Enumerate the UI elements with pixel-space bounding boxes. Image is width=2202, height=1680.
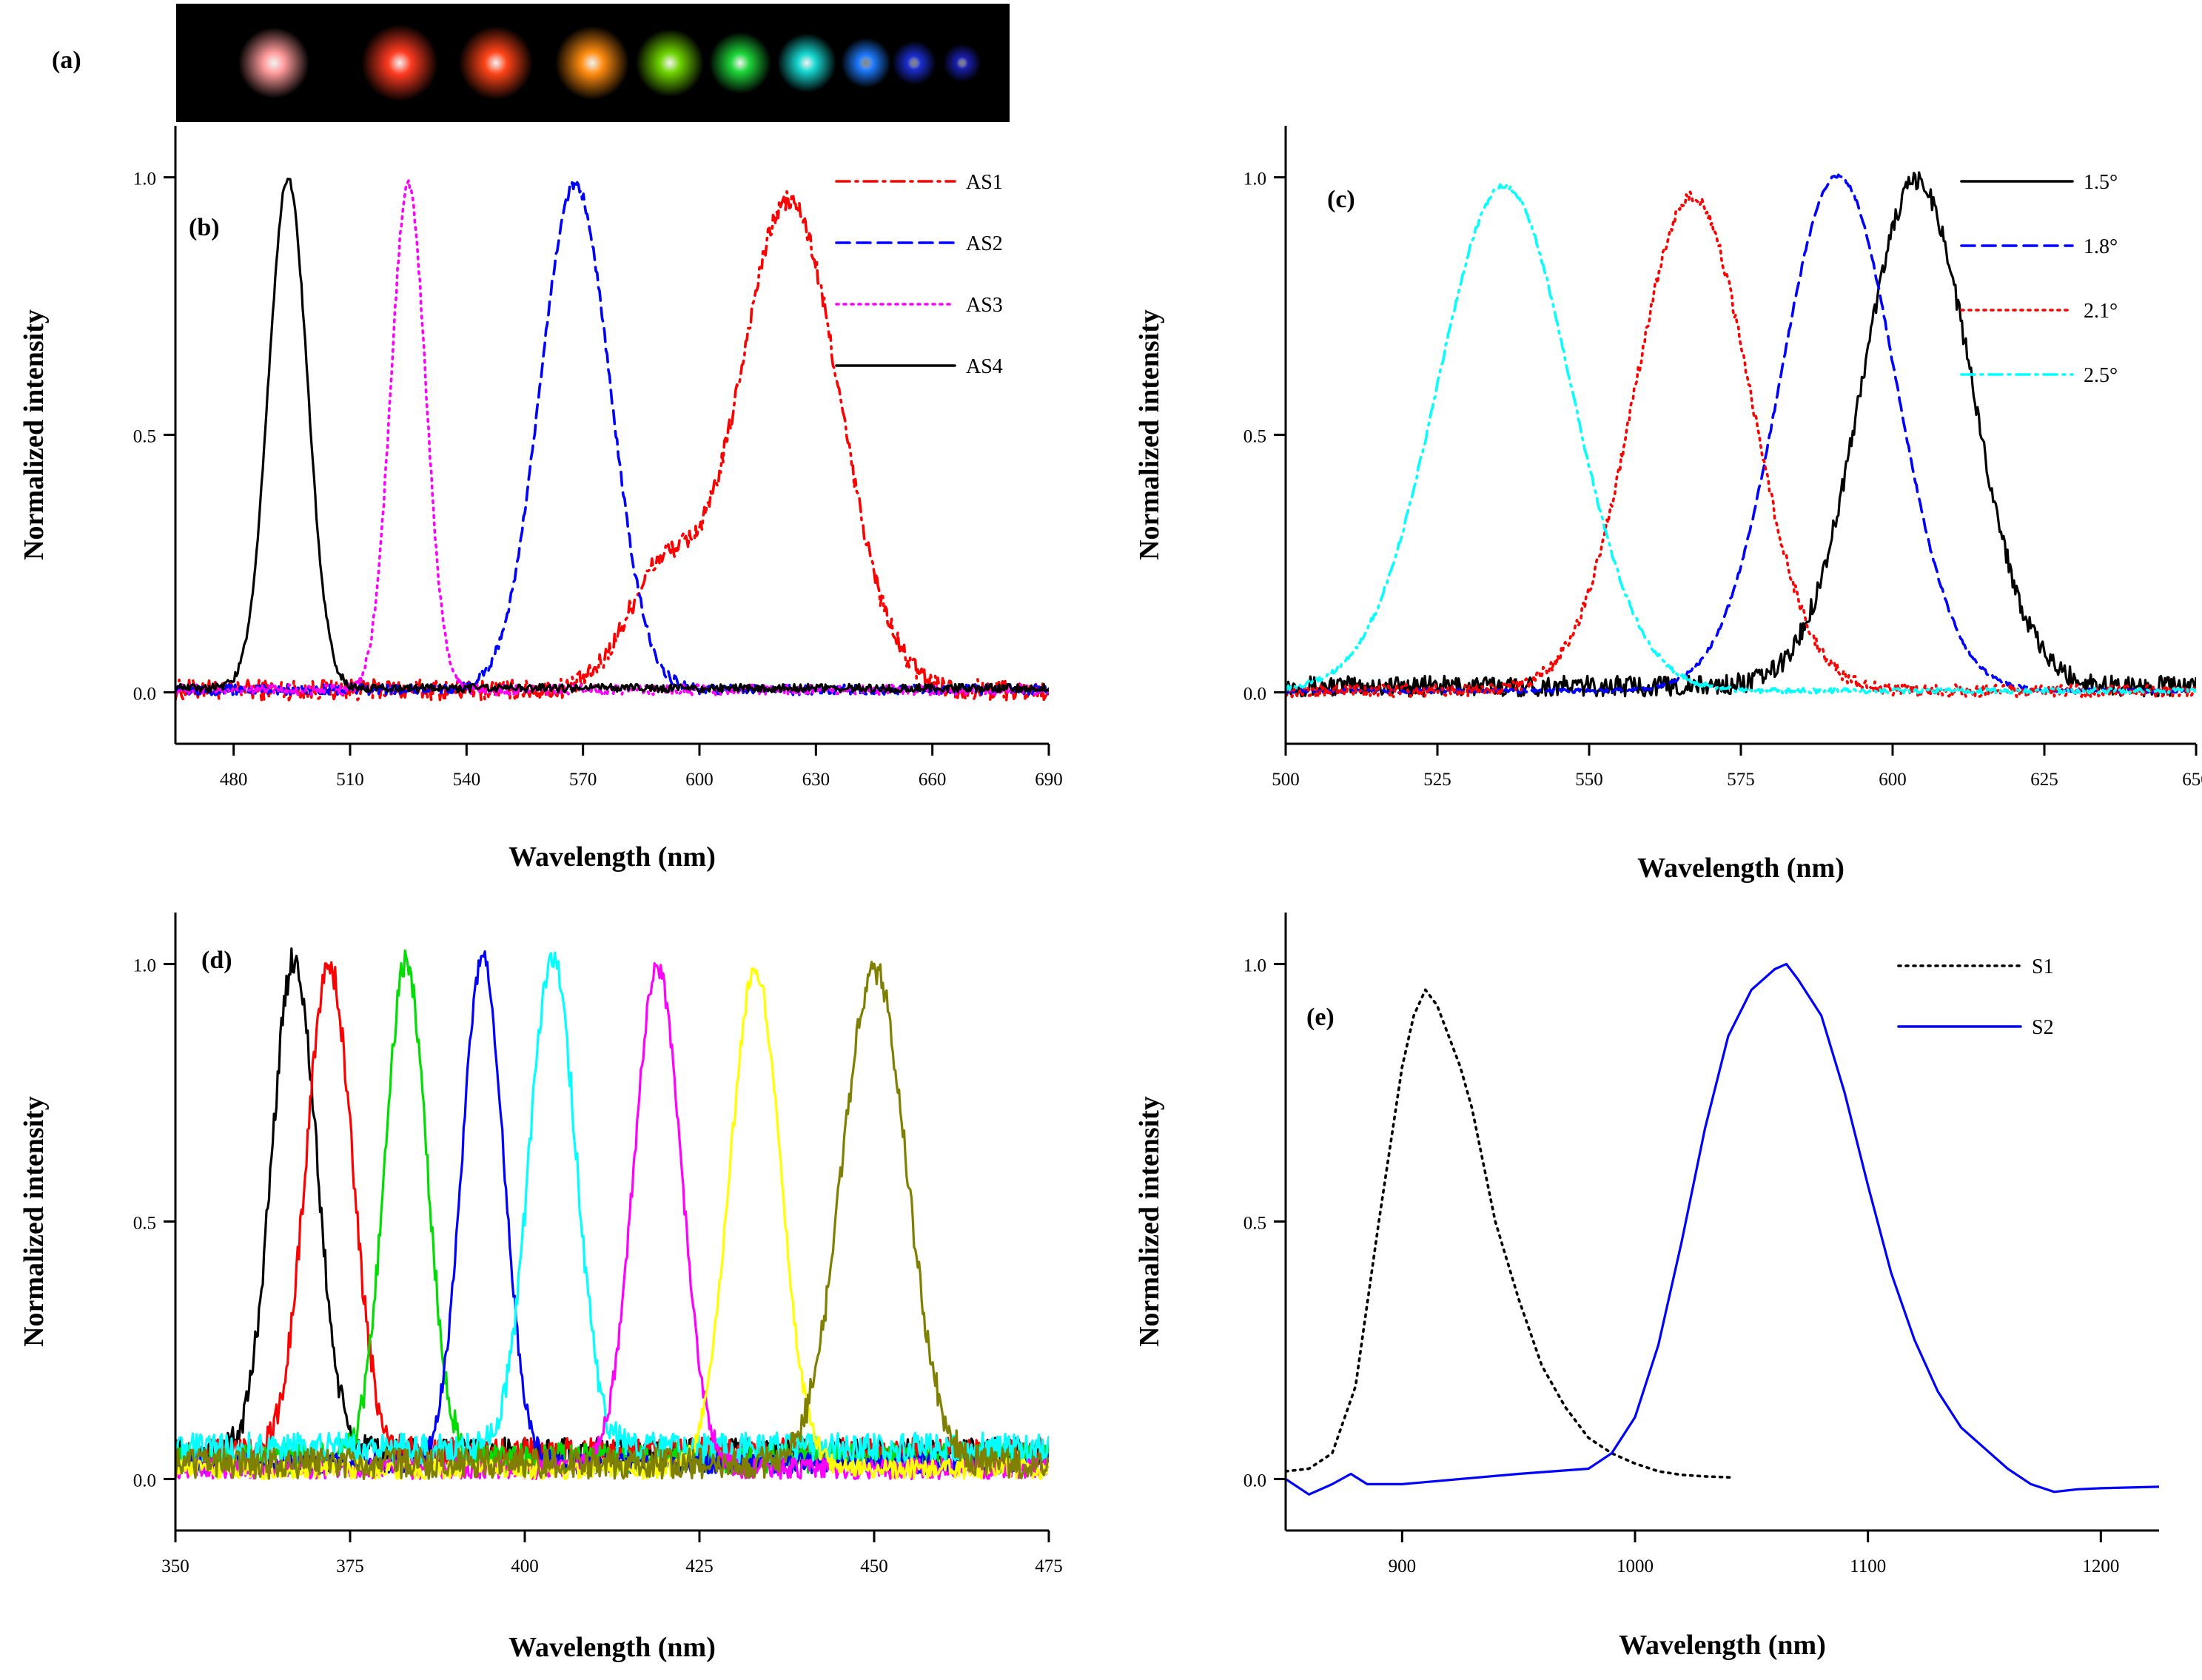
series-line-1-5-: [1286, 171, 2196, 698]
x-tick-label: 625: [2030, 770, 2058, 790]
x-tick-label: 425: [685, 1556, 714, 1576]
x-tick-label: 540: [453, 770, 481, 790]
series-group: [175, 178, 1049, 702]
panel-label: (b): [189, 214, 220, 241]
y-tick-label: 0.5: [133, 1214, 156, 1234]
legend-label: AS2: [966, 232, 1003, 255]
series-line-1-8-: [1286, 173, 2196, 694]
y-axis-title: Normalized intensity: [1134, 1096, 1165, 1347]
x-tick-label: 525: [1423, 770, 1451, 790]
x-tick-label: 500: [1272, 770, 1300, 790]
y-tick-label: 0.5: [133, 427, 156, 447]
y-tick-label: 1.0: [133, 956, 156, 976]
series-line-s1: [1286, 988, 1734, 1479]
series-group: [1286, 963, 2159, 1496]
panel-label: (d): [201, 947, 232, 974]
x-axis-title: Wavelength (nm): [1619, 1630, 1826, 1661]
series-line-peak-450-nm: [175, 961, 1049, 1480]
light-spot: [709, 32, 771, 94]
series-line-s2: [1286, 963, 2159, 1496]
x-tick-label: 480: [220, 770, 248, 790]
legend: 1.5° 1.8° 2.1° 2.5°: [1960, 171, 2118, 387]
light-spot: [777, 33, 836, 93]
x-tick-label: 350: [161, 1556, 189, 1576]
chart-panel-b: 480 510 540 570 600 630 660 690 0.0 0.5 1.0 Wavelen…: [19, 126, 1063, 873]
series-line-as4: [175, 178, 1049, 693]
x-axis-title: Wavelength (nm): [508, 1632, 716, 1663]
legend-label: 2.5°: [2084, 364, 2118, 387]
x-tick-label: 650: [2182, 770, 2202, 790]
chart-panel-e: 900 1000 1100 1200 0.0 0.5 1.0 Wavelength (nm) N…: [1134, 913, 2159, 1661]
y-tick-label: 0.5: [1243, 427, 1266, 447]
light-spot: [459, 26, 533, 100]
y-tick-label: 0.0: [1243, 684, 1266, 704]
legend-label: 1.5°: [2084, 171, 2118, 194]
x-tick-label: 1100: [1850, 1556, 1886, 1576]
y-tick-label: 0.0: [133, 684, 156, 704]
y-tick-label: 1.0: [1243, 169, 1266, 189]
series-line-2-5-: [1286, 183, 2196, 695]
light-spot: [238, 27, 309, 98]
series-line-as3: [175, 179, 1049, 696]
y-tick-label: 0.5: [1243, 1214, 1266, 1234]
light-spot: [943, 44, 981, 82]
light-spot: [555, 26, 629, 100]
y-tick-label: 1.0: [133, 169, 156, 189]
legend-label: S1: [2032, 955, 2054, 978]
y-axis-title: Normalized intensity: [19, 1096, 50, 1347]
legend-label: S2: [2032, 1016, 2054, 1039]
x-tick-label: 660: [919, 770, 947, 790]
x-tick-label: 400: [511, 1556, 539, 1576]
legend-label: AS4: [966, 355, 1003, 378]
x-tick-label: 1000: [1617, 1556, 1654, 1576]
legend-label: AS3: [966, 294, 1003, 317]
x-tick-label: 550: [1575, 770, 1603, 790]
y-axis-title: Normalized intensity: [19, 309, 50, 560]
x-tick-label: 690: [1035, 770, 1063, 790]
x-tick-label: 600: [1879, 770, 1907, 790]
chart-panel-d: 350 375 400 425 450 475 0.0 0.5 1.0 Wavelength (n…: [19, 913, 1063, 1663]
x-tick-label: 375: [336, 1556, 364, 1576]
series-group: [175, 947, 1049, 1480]
series-group: [1286, 171, 2196, 699]
y-tick-label: 0.0: [1243, 1471, 1266, 1491]
legend-label: AS1: [966, 171, 1003, 194]
x-tick-label: 475: [1035, 1556, 1063, 1576]
light-spot: [892, 41, 936, 85]
x-tick-label: 600: [685, 770, 714, 790]
x-axis-title: Wavelength (nm): [508, 841, 716, 873]
light-spot: [361, 24, 438, 101]
light-spot: [841, 38, 891, 88]
x-axis-title: Wavelength (nm): [1637, 853, 1844, 884]
x-tick-label: 570: [569, 770, 597, 790]
panel-label: (c): [1327, 186, 1355, 213]
photo-strip: [176, 4, 1010, 122]
x-tick-label: 630: [802, 770, 830, 790]
x-tick-label: 575: [1727, 770, 1755, 790]
light-spot: [636, 29, 704, 97]
legend-label: 2.1°: [2084, 300, 2118, 323]
y-tick-label: 0.0: [133, 1471, 156, 1491]
y-axis-title: Normalized intensity: [1134, 309, 1165, 560]
panel-label: (e): [1306, 1004, 1335, 1031]
x-tick-label: 510: [336, 770, 364, 790]
legend-label: 1.8°: [2084, 235, 2118, 258]
x-tick-label: 900: [1389, 1556, 1417, 1576]
series-line-2-1-: [1286, 190, 2196, 699]
x-tick-label: 450: [860, 1556, 888, 1576]
legend: S1 S2: [1897, 955, 2054, 1039]
y-tick-label: 1.0: [1243, 956, 1266, 976]
chart-panel-c: 500 525 550 575 600 625 650 0.0 0.5 1.0 Wavelength…: [1134, 126, 2202, 884]
panel-a-label: (a): [52, 47, 81, 74]
legend: AS1 AS2 AS3 AS4: [835, 171, 1003, 378]
x-tick-label: 1200: [2082, 1556, 2119, 1576]
